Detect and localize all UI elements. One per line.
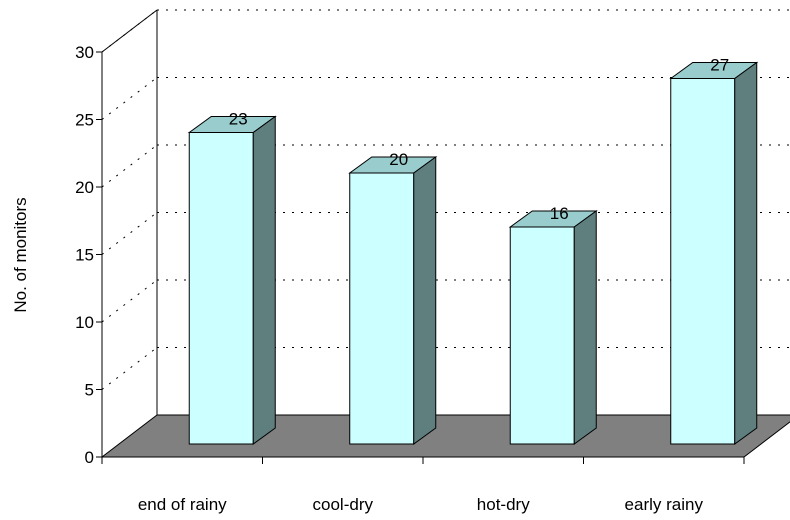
- bar-front: [349, 172, 415, 445]
- y-tick-label: 0: [85, 448, 94, 467]
- bars: [187, 61, 759, 445]
- bar-front: [188, 132, 254, 445]
- bar-side: [413, 156, 437, 445]
- gridline-side: [101, 347, 158, 390]
- bar-front: [509, 226, 575, 445]
- bar-side: [252, 115, 276, 445]
- y-tick-label: 5: [85, 381, 94, 400]
- y-tick-label: 25: [75, 111, 94, 130]
- bar: [508, 210, 598, 445]
- y-tick-label: 20: [75, 178, 94, 197]
- y-tick-labels: 0 5 10 15 20 25 30: [75, 43, 94, 467]
- y-tick-label: 15: [75, 246, 94, 265]
- bar: [187, 115, 277, 445]
- data-label: 27: [710, 56, 729, 75]
- gridline-side: [101, 279, 158, 323]
- y-axis-top-edge: [101, 9, 158, 53]
- bar: [348, 156, 438, 445]
- y-axis-title: No. of monitors: [11, 197, 30, 312]
- y-tick-label: 30: [75, 43, 94, 62]
- category-label: cool-dry: [313, 495, 374, 514]
- bar-side: [734, 61, 758, 445]
- data-labels: 23 20 16 27: [229, 56, 729, 224]
- data-label: 20: [389, 150, 408, 169]
- gridline-side: [101, 144, 158, 188]
- category-label: early rainy: [625, 495, 704, 514]
- category-labels: end of rainy cool-dry hot-dry early rainy: [138, 495, 704, 514]
- bar-side: [573, 210, 597, 445]
- gridline-side: [101, 212, 158, 255]
- bar-front: [670, 78, 736, 445]
- bar: [669, 61, 759, 445]
- gridline-side: [101, 77, 158, 120]
- category-label: end of rainy: [138, 495, 227, 514]
- data-label: 23: [229, 110, 248, 129]
- y-tick-label: 10: [75, 313, 94, 332]
- category-label: hot-dry: [477, 495, 530, 514]
- data-label: 16: [550, 204, 569, 223]
